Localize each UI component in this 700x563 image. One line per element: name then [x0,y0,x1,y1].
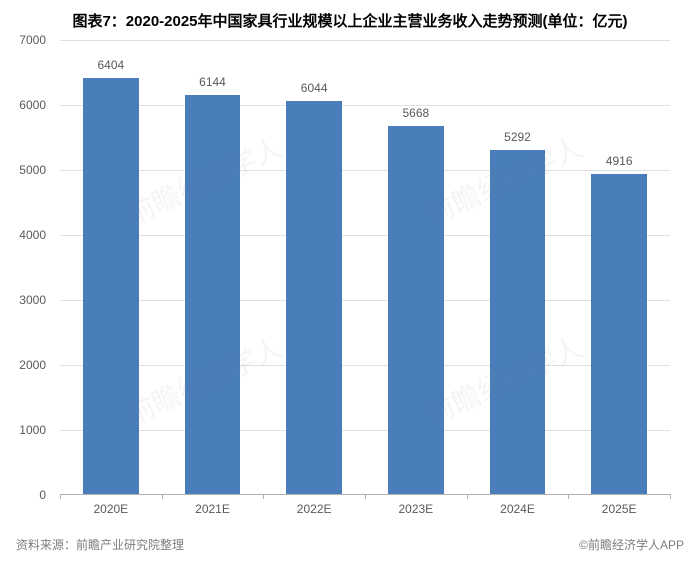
footer-copyright: ©前瞻经济学人APP [579,536,684,553]
x-axis-label: 2021E [173,502,253,516]
footer-source: 资料来源：前瞻产业研究院整理 [16,536,184,553]
bar-value-label: 6144 [173,75,253,89]
bar-value-label: 4916 [579,154,659,168]
x-axis-label: 2024E [478,502,558,516]
gridline [60,105,670,106]
bar [591,174,647,494]
y-axis-label: 1000 [0,423,46,437]
gridline [60,170,670,171]
x-tick [467,494,468,499]
plot-area: 0100020003000400050006000700064042020E61… [60,40,670,495]
x-tick [162,494,163,499]
x-tick [365,494,366,499]
y-axis-label: 5000 [0,163,46,177]
x-tick [568,494,569,499]
x-tick [60,494,61,499]
y-axis-label: 0 [0,488,46,502]
bar [185,95,241,494]
y-axis-label: 2000 [0,358,46,372]
bar [490,150,546,494]
gridline [60,40,670,41]
footer-source-text: 前瞻产业研究院整理 [76,538,184,552]
y-axis-label: 7000 [0,33,46,47]
bar-value-label: 5668 [376,106,456,120]
bar-value-label: 5292 [478,130,558,144]
bar [388,126,444,494]
y-axis-label: 3000 [0,293,46,307]
gridline [60,300,670,301]
y-axis-label: 4000 [0,228,46,242]
x-axis-label: 2023E [376,502,456,516]
y-axis-label: 6000 [0,98,46,112]
bar-value-label: 6404 [71,58,151,72]
x-axis-label: 2025E [579,502,659,516]
x-tick [670,494,671,499]
x-axis-label: 2022E [274,502,354,516]
footer-source-label: 资料来源： [16,538,76,552]
gridline [60,365,670,366]
chart-container: 0100020003000400050006000700064042020E61… [60,40,680,510]
chart-title: 图表7：2020-2025年中国家具行业规模以上企业主营业务收入走势预测(单位：… [0,0,700,31]
gridline [60,430,670,431]
gridline [60,235,670,236]
bar-value-label: 6044 [274,81,354,95]
bar [286,101,342,494]
bar [83,78,139,494]
x-tick [263,494,264,499]
x-axis-label: 2020E [71,502,151,516]
